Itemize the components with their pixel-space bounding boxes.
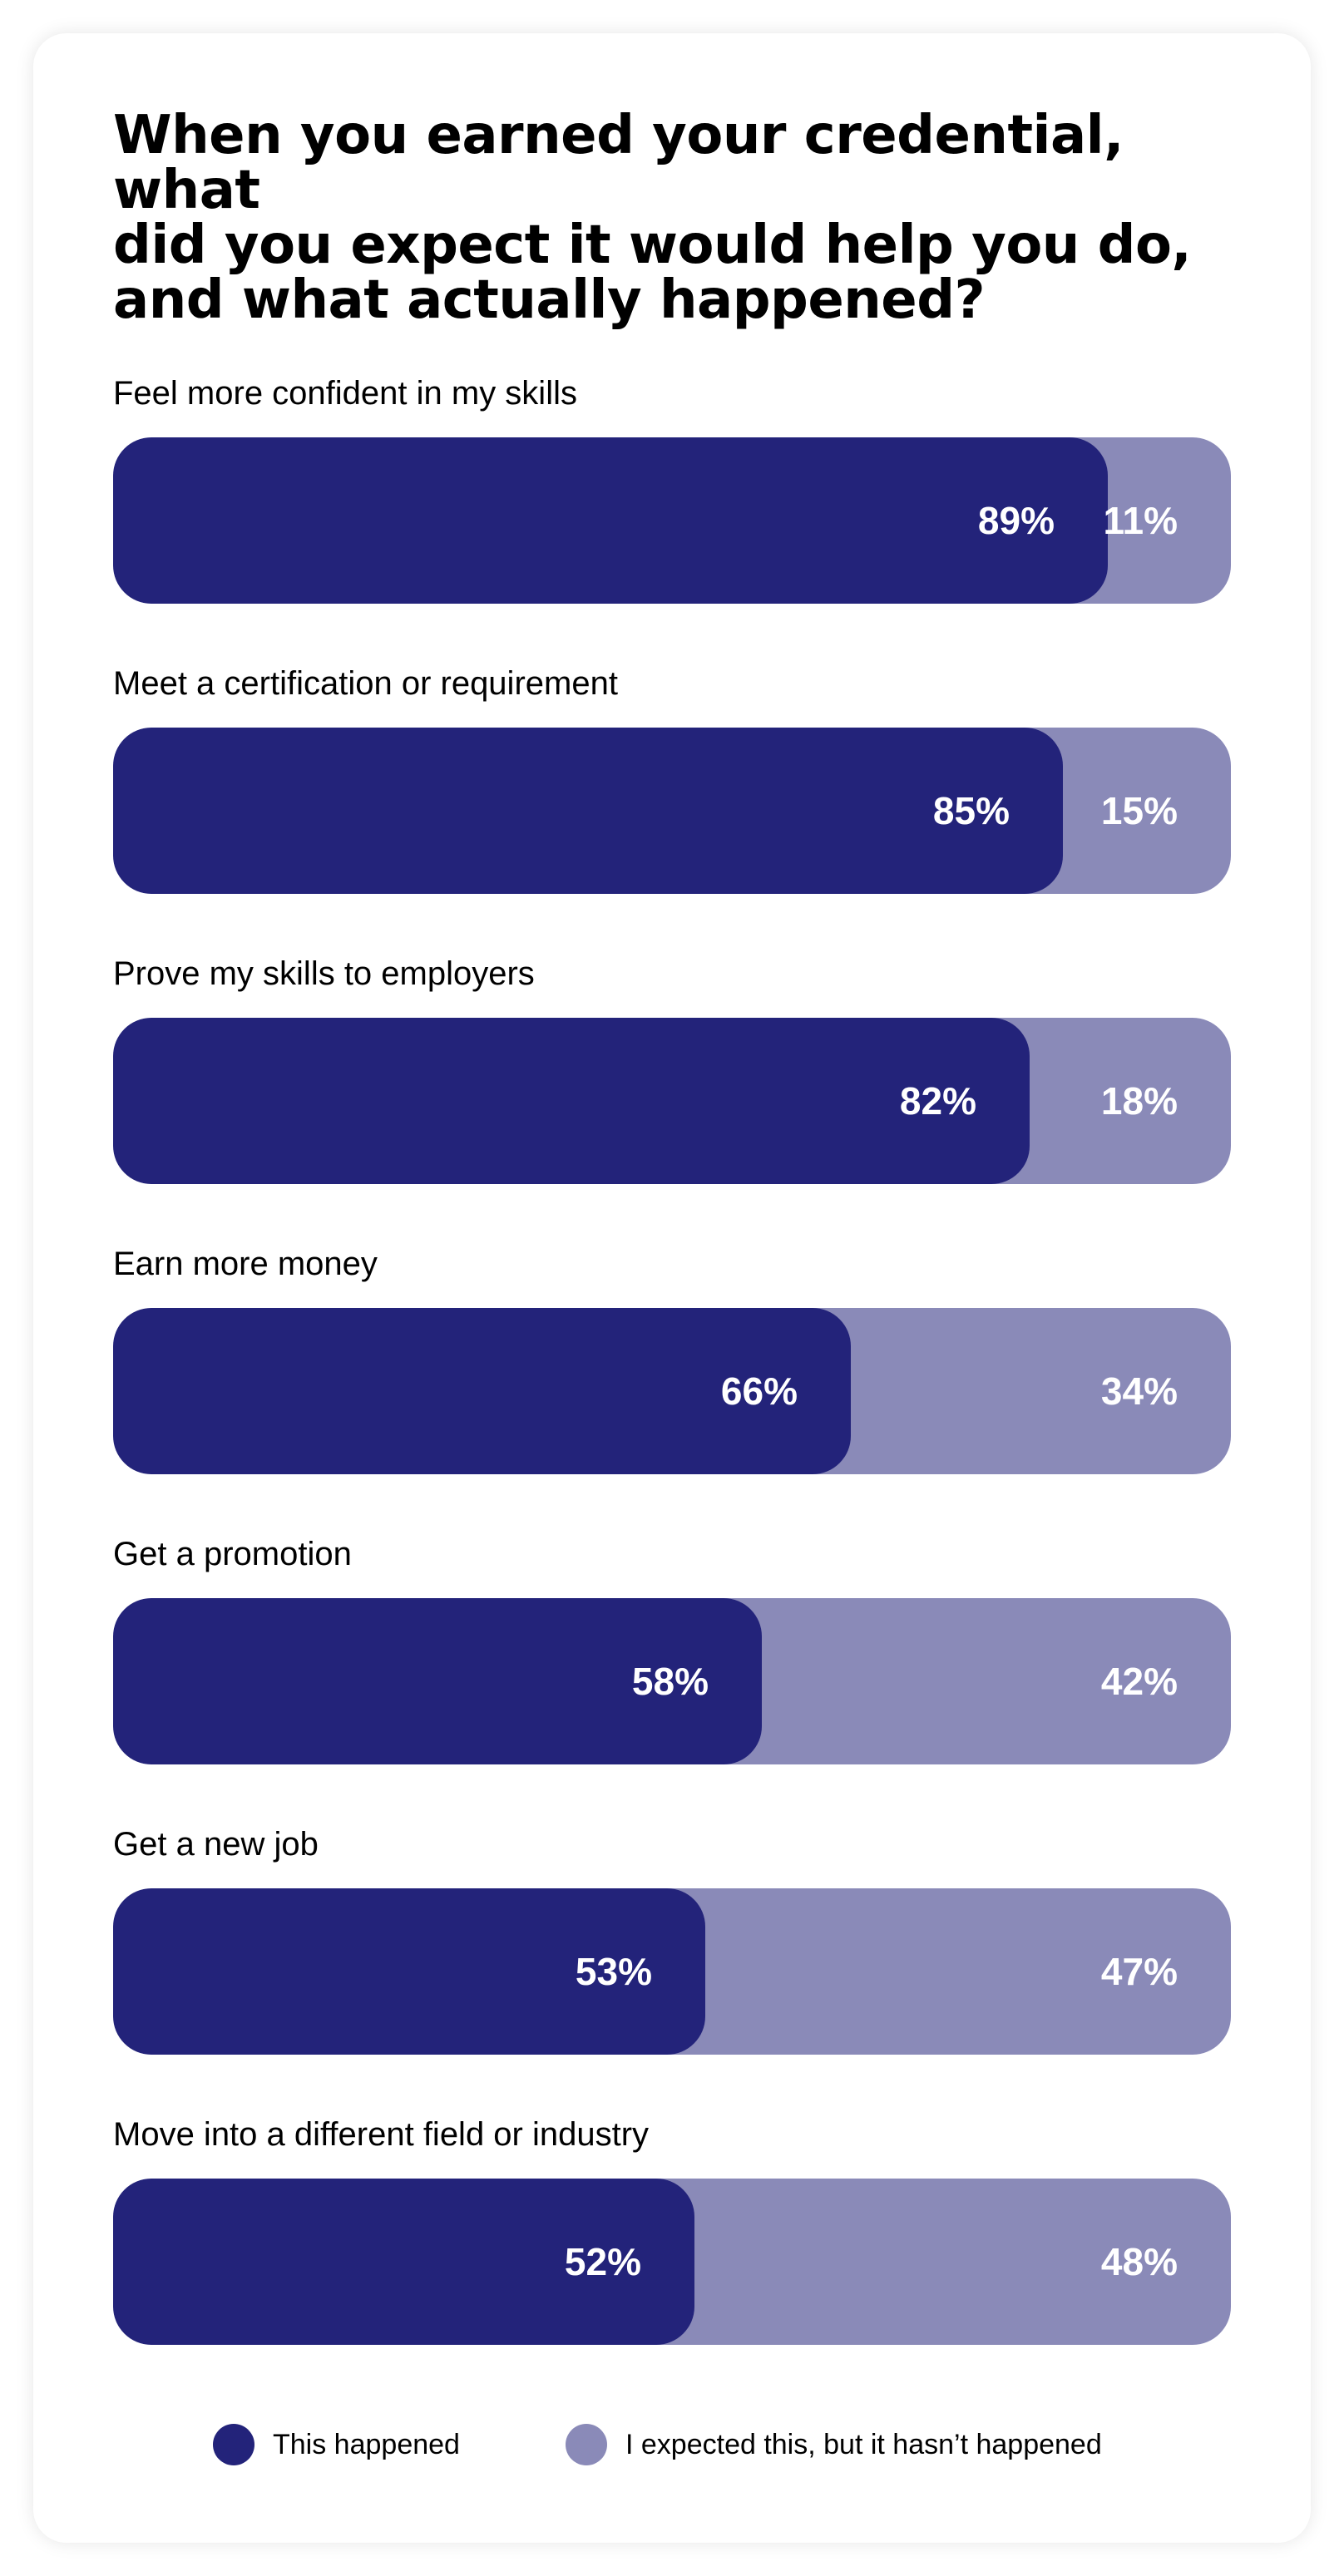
bar-expected-segment: 58% 42% (113, 1598, 1231, 1764)
legend-label-expected: I expected this, but it hasn’t happened (625, 2429, 1102, 2460)
category-label: Move into a different field or industry (113, 2116, 650, 2153)
value-label-expected: 42% (1100, 1660, 1178, 1703)
bar-happened-segment (113, 728, 1063, 894)
bar-expected-segment: 85% 15% (113, 728, 1231, 894)
category-label: Prove my skills to employers (113, 955, 535, 992)
value-label-happened: 58% (631, 1660, 709, 1703)
value-label-expected: 18% (1100, 1079, 1178, 1123)
bar-happened-segment (113, 1888, 705, 2055)
legend-swatch-happened (213, 2424, 254, 2465)
legend-label-happened: This happened (273, 2429, 460, 2460)
bar-expected-segment: 89% 11% (113, 437, 1231, 604)
category-label: Feel more confident in my skills (113, 375, 577, 412)
value-label-expected: 48% (1100, 2240, 1178, 2283)
bar-happened-segment (113, 2179, 694, 2345)
value-label-happened: 52% (564, 2240, 641, 2283)
bar-expected-segment: 66% 34% (113, 1308, 1231, 1474)
category-label: Get a promotion (113, 1536, 352, 1572)
bar-happened-segment (113, 437, 1108, 604)
category-label: Get a new job (113, 1826, 319, 1863)
bar-happened-segment (113, 1308, 851, 1474)
value-label-expected: 34% (1100, 1369, 1178, 1413)
bar-happened-segment (113, 1598, 762, 1764)
value-label-happened: 82% (899, 1079, 976, 1123)
category-label: Earn more money (113, 1246, 378, 1282)
value-label-happened: 53% (575, 1950, 652, 1993)
value-label-expected: 15% (1100, 789, 1178, 832)
bar-expected-segment: 82% 18% (113, 1018, 1231, 1184)
value-label-expected: 47% (1100, 1950, 1178, 1993)
value-label-happened: 66% (720, 1369, 798, 1413)
value-label-happened: 89% (977, 499, 1055, 542)
value-label-expected: 11% (1103, 499, 1178, 542)
value-label-happened: 85% (932, 789, 1010, 832)
category-label: Meet a certification or requirement (113, 665, 618, 702)
bar-expected-segment: 52% 48% (113, 2179, 1231, 2345)
legend: This happened I expected this, but it ha… (0, 2421, 1344, 2468)
legend-swatch-expected (566, 2424, 607, 2465)
bar-expected-segment: 53% 47% (113, 1888, 1231, 2055)
chart-title: When you earned your credential, what di… (113, 105, 1192, 331)
bar-happened-segment (113, 1018, 1030, 1184)
